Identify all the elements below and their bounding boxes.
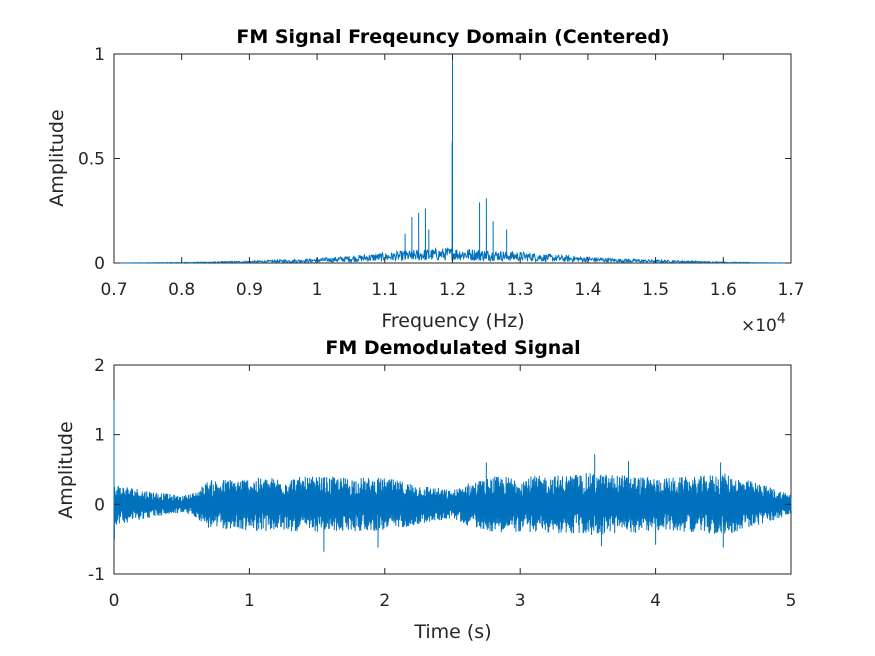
demodulated-x-tick-label: 0 — [109, 591, 120, 611]
spectrum-x-tick-label: 1.1 — [371, 280, 398, 300]
demodulated-x-tick-label: 1 — [244, 591, 255, 611]
demodulated-axes-box — [113, 364, 792, 575]
spectrum-x-tick-label: 1.7 — [777, 280, 804, 300]
spectrum-x-tick-label: 0.8 — [168, 280, 195, 300]
spectrum-y-ticks: 00.51 — [78, 45, 791, 274]
spectrum-y-tick-label: 0 — [94, 254, 105, 274]
demodulated-y-axis-label: Amplitude — [55, 421, 77, 518]
demodulated-x-tick-label: 3 — [515, 591, 526, 611]
spectrum-x-tick-label: 1.2 — [439, 280, 466, 300]
spectrum-x-ticks: 0.7 0.8 0.9 1 1.1 1.2 1.3 1.4 1.5 1.6 1.7 — [100, 54, 805, 300]
demodulated-x-ticks: 0 1 2 3 4 5 — [109, 365, 797, 611]
demodulated-x-tick-label: 4 — [650, 591, 661, 611]
demodulated-x-tick-label: 2 — [379, 591, 390, 611]
spectrum-x-exponent-power: 4 — [777, 311, 786, 327]
spectrum-series-line — [114, 53, 791, 265]
spectrum-x-tick-label: 1.6 — [710, 280, 737, 300]
demodulated-x-axis-label: Time (s) — [413, 621, 491, 643]
spectrum-x-tick-label: 0.7 — [100, 280, 127, 300]
spectrum-x-exponent-base: ×10 — [741, 316, 777, 336]
spectrum-x-tick-label: 1.5 — [642, 280, 669, 300]
demodulated-y-tick-label: 0 — [94, 495, 105, 515]
spectrum-x-tick-label: 0.9 — [236, 280, 263, 300]
spectrum-x-tick-label: 1.3 — [507, 280, 534, 300]
demodulated-y-tick-label: 2 — [94, 356, 105, 376]
spectrum-x-exponent: ×104 — [741, 311, 786, 336]
spectrum-y-axis-label: Amplitude — [46, 109, 68, 206]
demodulated-chart-title: FM Demodulated Signal — [325, 337, 580, 359]
demodulated-y-tick-label: 1 — [94, 426, 105, 446]
demodulated-y-tick-label: -1 — [88, 565, 105, 585]
spectrum-y-tick-label: 0.5 — [78, 150, 105, 170]
demodulated-y-ticks: -1 0 1 2 — [88, 356, 791, 585]
spectrum-x-tick-label: 1 — [312, 280, 323, 300]
spectrum-chart: FM Signal Freqeuncy Domain (Centered) 0.… — [46, 26, 805, 336]
demodulated-x-tick-label: 5 — [786, 591, 797, 611]
spectrum-x-tick-label: 1.4 — [574, 280, 601, 300]
spectrum-x-axis-label: Frequency (Hz) — [381, 310, 524, 332]
spectrum-y-tick-label: 1 — [94, 45, 105, 65]
spectrum-chart-title: FM Signal Freqeuncy Domain (Centered) — [236, 26, 669, 48]
demodulated-series-line — [113, 399, 792, 552]
